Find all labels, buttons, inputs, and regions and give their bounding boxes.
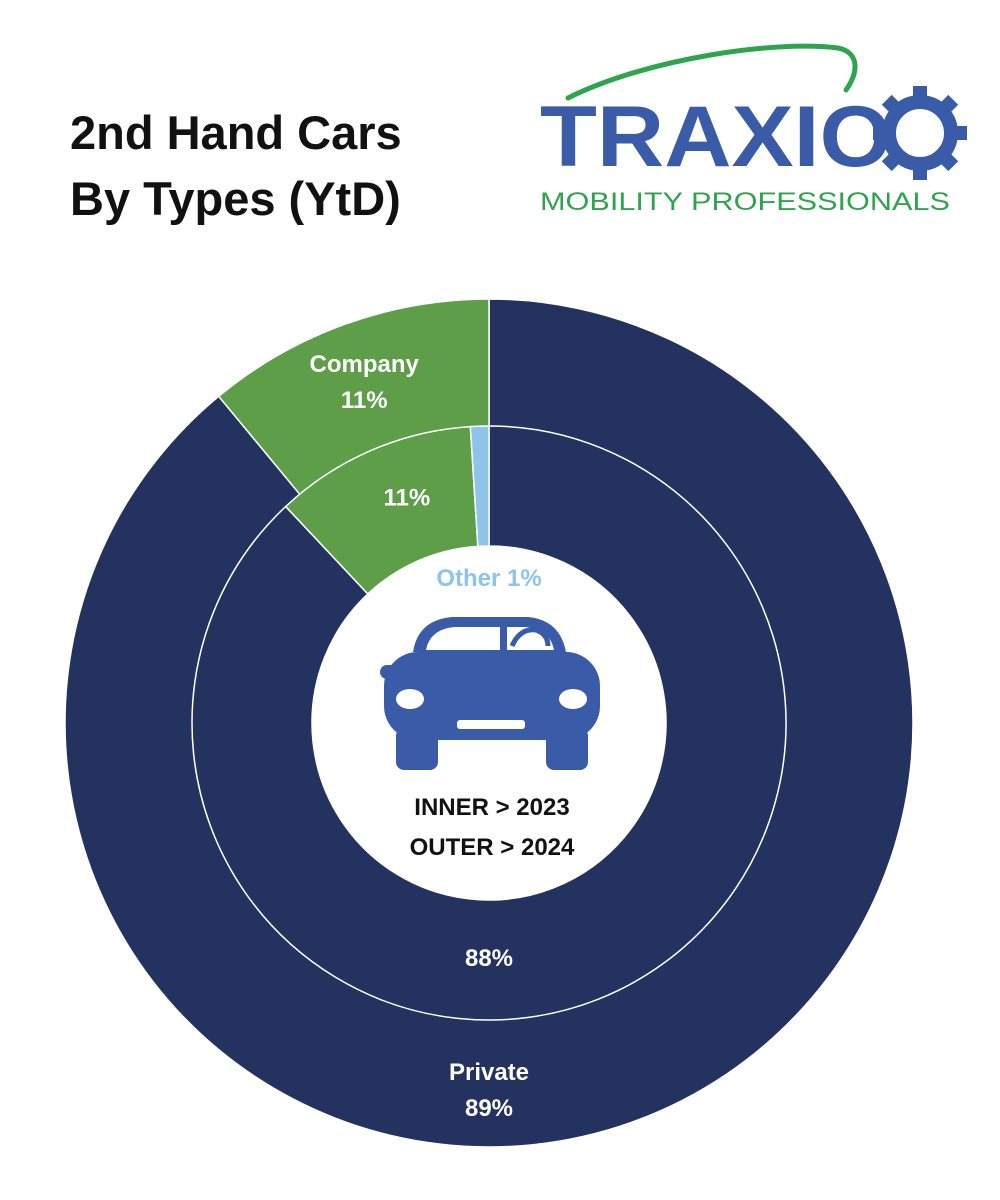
- inner-label-company: 11%: [384, 485, 431, 512]
- inner-slice-private: [191, 425, 787, 1021]
- outer-label-private: Private 89%: [449, 1059, 529, 1122]
- inner-label-private: 88%: [465, 945, 513, 972]
- title-line-1: 2nd Hand Cars: [70, 106, 402, 159]
- title-line-2: By Types (YtD): [70, 172, 401, 225]
- traxio-logo: TRAXIO MOBILITY PROFESSIONALS: [540, 43, 967, 216]
- outer-label-company: Company 11%: [310, 351, 420, 414]
- slices-layer: [64, 298, 914, 1148]
- center-label-line-2: OUTER > 2024: [410, 834, 575, 861]
- logo-wordmark: TRAXIO: [540, 89, 892, 185]
- logo-tagline: MOBILITY PROFESSIONALS: [540, 188, 950, 216]
- center-label-line-1: INNER > 2023: [414, 794, 569, 821]
- slice-labels: Private 89% Company 11% 88% 11% Other 1%: [310, 351, 542, 1122]
- chart-title: 2nd Hand Cars By Types (YtD): [70, 100, 402, 232]
- gear-icon: [873, 86, 967, 180]
- logo-swoosh: [565, 43, 858, 101]
- nested-donut-chart: INNER > 2023 OUTER > 2024 Private 89% Comp…: [64, 298, 914, 1148]
- car-icon: [380, 617, 600, 770]
- inner-label-other: Other 1%: [436, 565, 541, 592]
